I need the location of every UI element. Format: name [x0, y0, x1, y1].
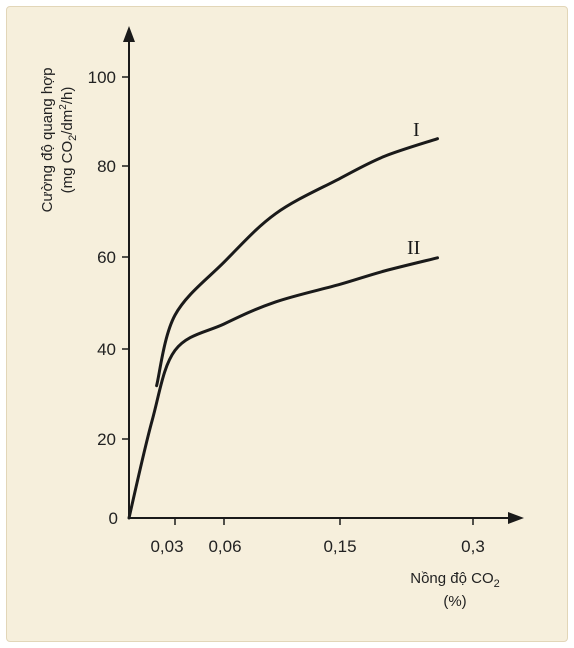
- x-axis-title: Nồng độ CO2 (%): [410, 570, 500, 610]
- y-axis-title: Cường độ quang hợp (mg CO2/dm2/h): [39, 68, 79, 213]
- y-axis-arrow-icon: [123, 26, 135, 42]
- y-unit-sub: 2: [67, 135, 79, 141]
- x-tick-label: 0,06: [208, 537, 241, 556]
- y-tick-label: 60: [97, 248, 116, 267]
- series-label-ii: II: [407, 237, 420, 259]
- x-unit-sub: 2: [494, 578, 500, 590]
- chart-panel: [6, 6, 568, 642]
- y-axis-title-line1: Cường độ quang hợp: [39, 68, 56, 213]
- y-axis-title-line2: (mg CO2/dm2/h): [58, 87, 79, 194]
- y-tick-label: 20: [97, 430, 116, 449]
- axes: [123, 26, 524, 524]
- series-label-i: I: [413, 119, 420, 141]
- series-lines: [127, 137, 439, 520]
- y-unit-post: /h): [59, 87, 76, 105]
- y-unit-mid: /dm: [59, 110, 76, 135]
- y-unit-pre: (mg CO: [59, 141, 76, 194]
- y-tick-label: 80: [97, 157, 116, 176]
- y-tick-label: 0: [109, 509, 118, 528]
- y-unit-sup: 2: [58, 104, 69, 110]
- y-tick-label: 100: [88, 68, 116, 87]
- x-tick-label: 0,3: [461, 537, 485, 556]
- x-tick-label: 0,15: [323, 537, 356, 556]
- y-ticks: 0 20 40 60 80 100: [88, 68, 129, 528]
- x-unit-pre: Nồng độ CO: [410, 570, 493, 587]
- series-line-i: [155, 137, 439, 388]
- series-line-ii: [127, 256, 439, 520]
- y-tick-label: 40: [97, 340, 116, 359]
- x-axis-arrow-icon: [508, 512, 524, 524]
- x-tick-label: 0,03: [150, 537, 183, 556]
- x-ticks: 0,03 0,06 0,15 0,3: [150, 518, 485, 556]
- x-axis-title-line2: (%): [443, 593, 466, 610]
- x-axis-title-line1: Nồng độ CO2: [410, 570, 500, 590]
